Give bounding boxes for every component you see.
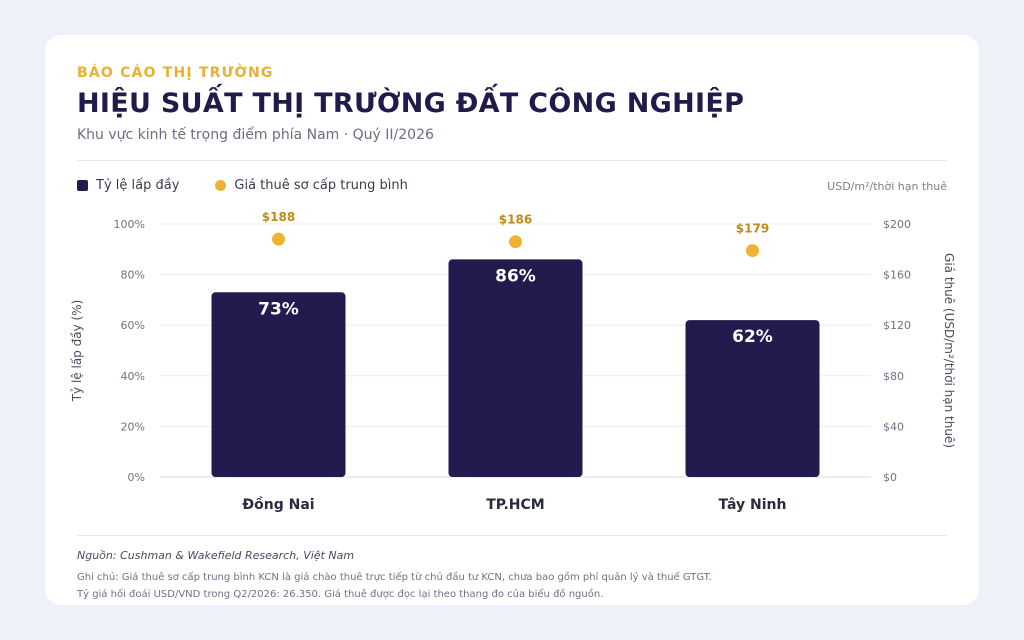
footnote-2: Tỷ giá hối đoái USD/VND trong Q2/2026: 2… <box>77 589 604 600</box>
rent-unit-label: USD/m²/thời hạn thuê <box>827 180 947 193</box>
y-tick-label-left: 100% <box>114 218 145 231</box>
chart-legend: Tỷ lệ lấp đầy Giá thuê sơ cấp trung bình <box>77 178 444 193</box>
y-tick-label-right: $160 <box>883 269 911 282</box>
source-note: Nguồn: Cushman & Wakefield Research, Việ… <box>77 549 355 562</box>
occupancy-value-label: 86% <box>495 266 536 286</box>
x-category-label: TP.HCM <box>486 497 544 513</box>
y-tick-label-right: $0 <box>883 471 897 484</box>
report-kicker: BÁO CÁO THỊ TRƯỜNG <box>77 65 274 81</box>
page-subtitle: Khu vực kinh tế trọng điểm phía Nam · Qu… <box>77 127 434 143</box>
footnote-1: Ghi chú: Giá thuê sơ cấp trung bình KCN … <box>77 572 712 583</box>
rent-value-label: $188 <box>262 210 295 224</box>
header-divider <box>77 160 947 161</box>
rent-value-label: $186 <box>499 213 532 227</box>
rent-dot <box>746 244 759 258</box>
occupancy-value-label: 62% <box>732 327 773 347</box>
report-card: BÁO CÁO THỊ TRƯỜNG HIỆU SUẤT THỊ TRƯỜNG … <box>45 35 979 605</box>
y-tick-label-left: 40% <box>121 370 145 383</box>
x-category-label: Đồng Nai <box>242 496 314 513</box>
legend-item-rent: Giá thuê sơ cấp trung bình <box>215 178 408 193</box>
legend-swatch-dot <box>215 180 227 191</box>
y-tick-label-right: $40 <box>883 420 904 433</box>
occupancy-bar <box>448 259 583 477</box>
x-category-label: Tây Ninh <box>719 497 787 513</box>
occupancy-bar <box>685 320 820 477</box>
y-tick-label-right: $120 <box>883 319 911 332</box>
y-axis-title-left: Tỷ lệ lấp đầy (%) <box>70 300 84 403</box>
legend-item-occupancy: Tỷ lệ lấp đầy <box>77 178 179 193</box>
page-title: HIỆU SUẤT THỊ TRƯỜNG ĐẤT CÔNG NGHIỆP <box>77 88 745 119</box>
rent-value-label: $179 <box>736 222 769 236</box>
rent-dot <box>509 235 522 249</box>
y-tick-label-right: $200 <box>883 218 911 231</box>
y-tick-label-left: 60% <box>121 319 145 332</box>
y-tick-label-left: 20% <box>121 420 145 433</box>
footer-divider <box>77 535 947 536</box>
occupancy-bar <box>211 292 346 477</box>
y-tick-label-left: 0% <box>128 471 145 484</box>
rent-dot <box>272 232 285 246</box>
legend-label-occupancy: Tỷ lệ lấp đầy <box>96 178 180 193</box>
legend-swatch-bar <box>77 180 88 191</box>
occupancy-rent-chart: 0% $0 20% $40 40% $80 60% $120 80% $160 100% $200 Tỷ… <box>70 210 956 513</box>
y-axis-title-right: Giá thuê (USD/m²/thời hạn thuê) <box>942 253 956 448</box>
y-tick-label-left: 80% <box>121 269 145 282</box>
occupancy-value-label: 73% <box>258 299 299 319</box>
y-tick-label-right: $80 <box>883 370 904 383</box>
legend-label-rent: Giá thuê sơ cấp trung bình <box>234 178 408 193</box>
